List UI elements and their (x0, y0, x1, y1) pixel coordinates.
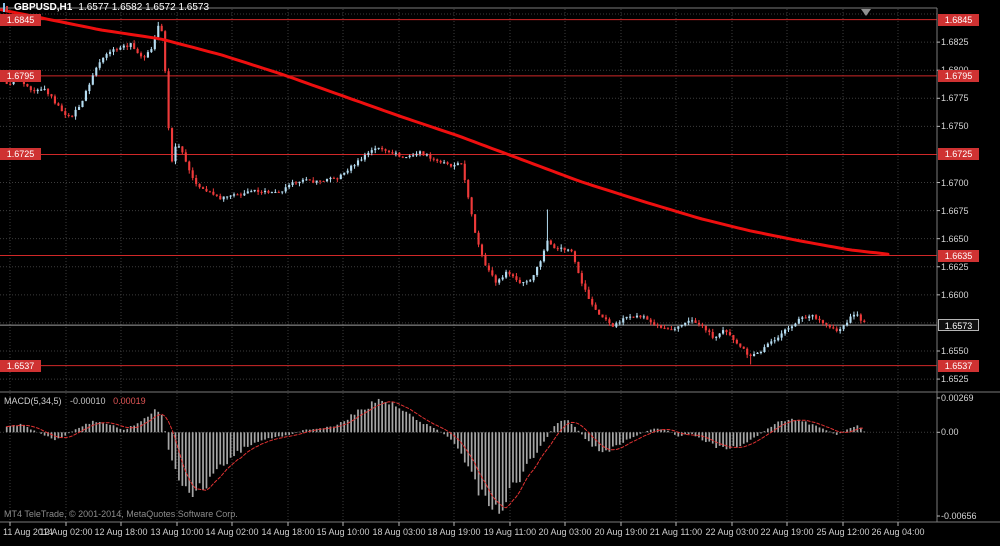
support-resistance-lines (0, 19, 937, 367)
chart-ohlc-values: 1.6577 1.6582 1.6572 1.6573 (78, 2, 210, 13)
candlestick-chart-icon (3, 3, 8, 12)
panel-borders (0, 7, 1000, 526)
chart-symbol-period: GBPUSD,H1 (14, 2, 73, 13)
chart-shift-marker[interactable] (861, 9, 871, 16)
candlesticks (5, 21, 866, 365)
macd-main-value: -0.00010 (70, 396, 106, 406)
moving-average-line (0, 8, 890, 256)
chart-title: GBPUSD,H1 1.6577 1.6582 1.6572 1.6573 (3, 1, 209, 14)
macd-indicator-label: MACD(5,34,5) -0.00010 0.00019 (4, 396, 146, 406)
watermark: MT4 TeleTrade, © 2001-2014, MetaQuotes S… (4, 509, 238, 519)
macd-name: MACD(5,34,5) (4, 396, 62, 406)
macd-histogram (5, 398, 866, 514)
macd-signal-line (6, 401, 865, 509)
macd-signal-value: 0.00019 (113, 396, 146, 406)
gridlines (0, 9, 937, 521)
